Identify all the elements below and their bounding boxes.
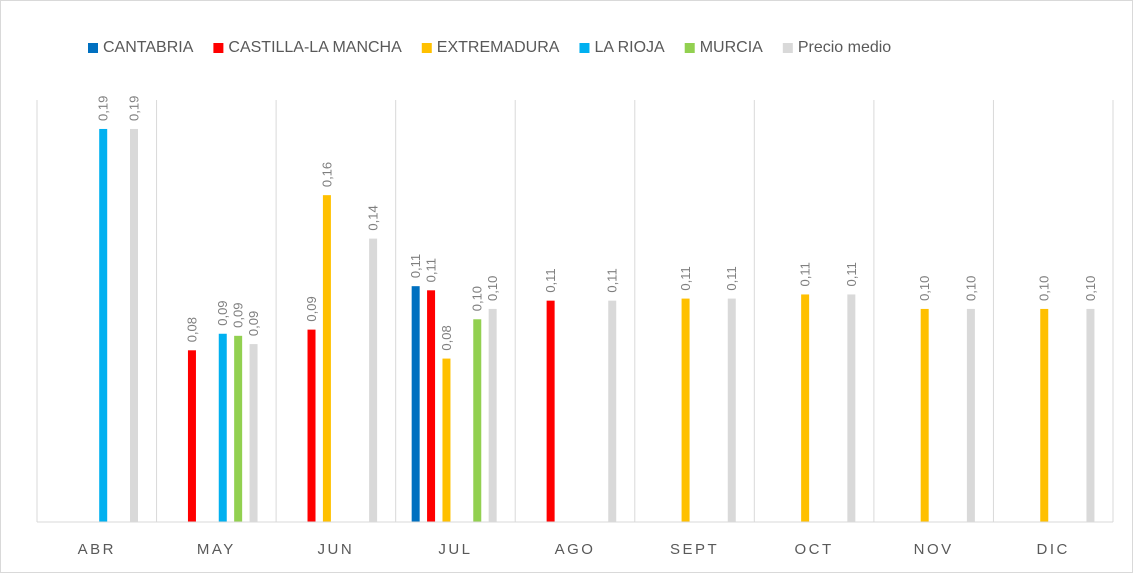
- bar: [847, 294, 856, 522]
- data-label: 0,11: [798, 262, 813, 286]
- legend-label: MURCIA: [700, 39, 763, 56]
- bar: [234, 335, 243, 522]
- bar: [187, 350, 196, 522]
- data-label: 0,08: [439, 325, 454, 350]
- data-label: 0,08: [184, 317, 199, 342]
- data-label: 0,09: [246, 311, 261, 336]
- bar: [427, 290, 436, 522]
- data-label: 0,10: [963, 276, 978, 301]
- x-tick-label: AGO: [555, 541, 596, 558]
- bar: [322, 195, 331, 522]
- x-tick-label: DIC: [1037, 541, 1070, 558]
- x-tick-label: JUL: [438, 541, 472, 558]
- data-label: 0,10: [1037, 276, 1052, 301]
- bar: [920, 308, 929, 522]
- legend-swatch: [421, 43, 432, 53]
- bar: [307, 329, 316, 522]
- legend-swatch: [684, 43, 695, 53]
- data-label: 0,09: [304, 296, 319, 321]
- x-tick-label: NOV: [914, 541, 954, 558]
- data-label: 0,11: [605, 268, 620, 292]
- bar: [801, 294, 810, 522]
- legend-swatch: [782, 43, 793, 53]
- data-label: 0,11: [678, 266, 693, 290]
- bar: [1086, 308, 1095, 522]
- x-tick-label: JUN: [318, 541, 355, 558]
- data-label: 0,19: [126, 96, 141, 121]
- data-label: 0,16: [319, 162, 334, 187]
- legend-label: LA RIOJA: [594, 39, 665, 56]
- bar: [99, 128, 108, 522]
- bar: [369, 238, 378, 523]
- legend-label: EXTREMADURA: [437, 39, 560, 56]
- data-label: 0,19: [96, 96, 111, 121]
- bar: [546, 300, 555, 522]
- legend-label: Precio medio: [798, 39, 891, 56]
- bar: [442, 358, 451, 522]
- bar: [1040, 308, 1049, 522]
- data-label: 0,11: [424, 258, 439, 282]
- bar: [681, 298, 690, 522]
- data-label: 0,11: [724, 266, 739, 290]
- x-tick-label: ABR: [78, 541, 116, 558]
- data-label: 0,10: [917, 276, 932, 301]
- legend: CANTABRIA CASTILLA-LA MANCHA EXTREMADURA LA…: [88, 39, 891, 56]
- data-label: 0,11: [543, 268, 558, 292]
- legend-swatch: [213, 43, 224, 53]
- bar: [411, 286, 420, 522]
- legend-swatch: [88, 43, 98, 53]
- data-label: 0,09: [231, 303, 246, 328]
- data-label: 0,10: [1083, 276, 1098, 301]
- bar: [488, 308, 497, 522]
- data-label: 0,11: [844, 262, 859, 286]
- bar: [608, 300, 617, 522]
- legend-swatch: [579, 43, 590, 53]
- data-label: 0,14: [366, 205, 381, 230]
- data-label: 0,11: [408, 254, 423, 278]
- data-label: 0,10: [470, 286, 485, 311]
- bar: [966, 308, 975, 522]
- bar: [473, 319, 482, 522]
- x-tick-label: MAY: [197, 541, 236, 558]
- data-label: 0,09: [215, 300, 230, 325]
- bar: [218, 333, 227, 522]
- x-tick-label: OCT: [795, 541, 834, 558]
- bar: [249, 344, 258, 522]
- bar: [727, 298, 736, 522]
- x-tick-label: SEPT: [670, 541, 719, 558]
- bar: [130, 128, 138, 522]
- legend-label: CASTILLA-LA MANCHA: [228, 39, 402, 56]
- data-label: 0,10: [485, 276, 500, 301]
- legend-label: CANTABRIA: [103, 39, 194, 56]
